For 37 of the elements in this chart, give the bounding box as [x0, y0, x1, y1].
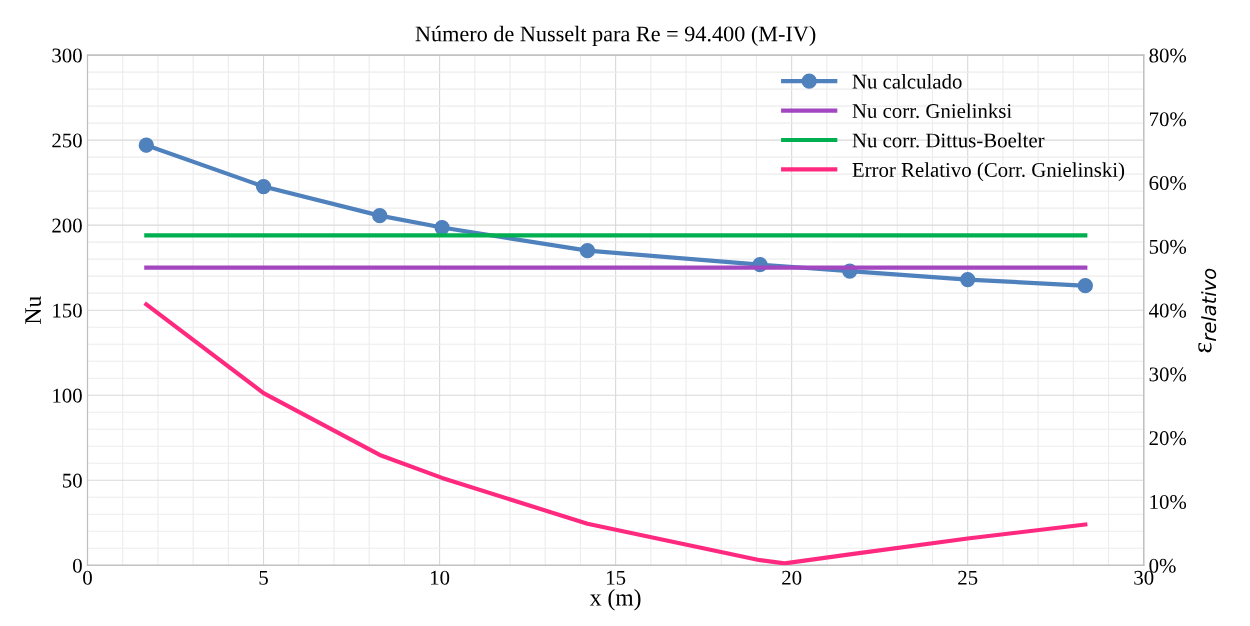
- x-tick-label: 0: [83, 570, 92, 585]
- x-tick-label: 15: [607, 570, 626, 585]
- y-tick-label: 200: [52, 218, 82, 233]
- x-axis-title: x (m): [589, 589, 641, 611]
- x-tick-label: 5: [259, 570, 268, 585]
- point: [372, 207, 388, 224]
- legend-label: Nu corr. Dittus-Boelter: [852, 132, 1045, 148]
- y-tick-label: 150: [53, 303, 82, 318]
- y-tick-label: 300: [52, 48, 82, 63]
- y2-tick-label: 50%: [1149, 239, 1187, 254]
- y2-tick-label: 70%: [1149, 112, 1187, 127]
- y2-tick-label: 40%: [1149, 303, 1187, 318]
- point: [138, 137, 154, 153]
- point: [255, 178, 272, 195]
- x-tick-label: 20: [782, 570, 802, 585]
- line-series: [144, 302, 1088, 566]
- y2-tick-label: 10%: [1150, 494, 1187, 510]
- point: [579, 243, 596, 259]
- chart-title: Número de Nusselt para Re = 94.400 (M-IV): [415, 25, 816, 46]
- x-tick-label: 25: [958, 570, 978, 585]
- legend-label: Nu calculado: [852, 73, 962, 89]
- y2-tick-label: 60%: [1149, 176, 1187, 191]
- y2-tick-label: 30%: [1149, 367, 1187, 382]
- point: [960, 271, 976, 288]
- point: [1077, 278, 1093, 294]
- x-tick-label: 10: [431, 570, 450, 585]
- y-tick-label: 0: [73, 558, 82, 573]
- legend-label: Error Relativo (Corr. Gnielinski): [852, 162, 1125, 182]
- y2-tick-label: 20%: [1149, 431, 1187, 446]
- y-tick-label: 100: [53, 388, 82, 403]
- point: [434, 219, 450, 236]
- y-tick-label: 50: [63, 473, 82, 488]
- legend-label: Nu corr. Gnielinksi: [852, 103, 1012, 119]
- y-tick-label: 250: [52, 133, 82, 148]
- y2-axis-title: ε$_{relativo}$: [1198, 268, 1217, 353]
- y2-tick-label: 80%: [1149, 48, 1187, 63]
- y-axis-title: Nu: [25, 296, 42, 324]
